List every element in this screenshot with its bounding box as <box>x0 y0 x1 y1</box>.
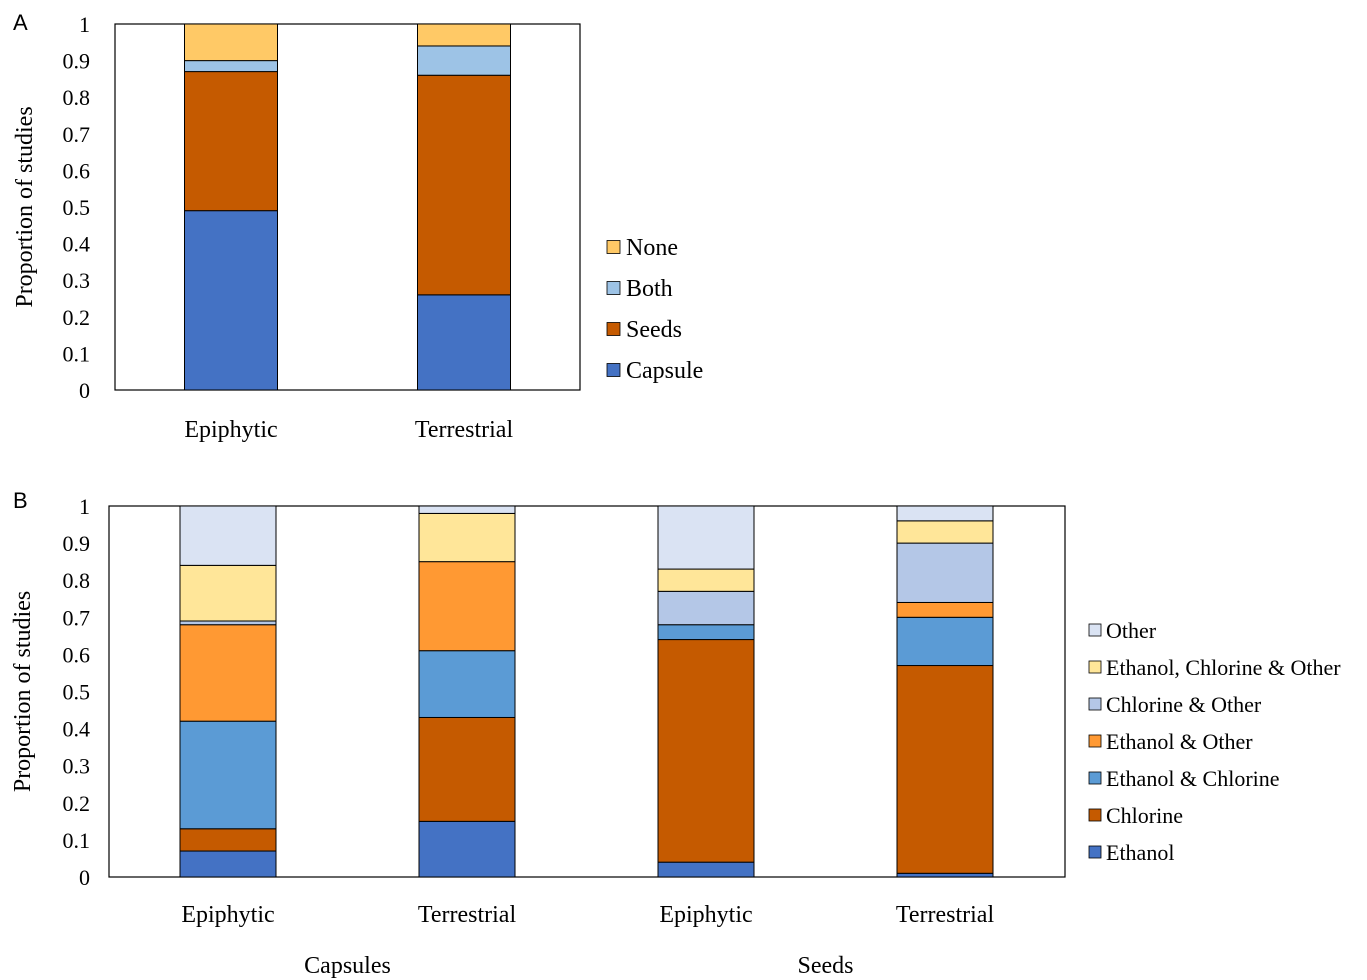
y-tick-label: 0.4 <box>63 717 91 742</box>
y-tick-label: 1 <box>79 494 90 519</box>
legend-label: Other <box>1106 618 1157 643</box>
bar-segment-chlorine-other <box>179 620 277 626</box>
bar-segment-chlorine-other <box>896 542 994 603</box>
bar-segment-ethanol-other <box>418 561 516 652</box>
legend-swatch <box>1088 623 1102 637</box>
x-category-label: Terrestrial <box>896 902 995 928</box>
y-tick-label: 0.1 <box>63 828 91 853</box>
y-tick-label: 0.6 <box>63 158 91 183</box>
y-tick-label: 0.2 <box>63 791 91 816</box>
bar-segment-seeds <box>184 71 278 212</box>
bar-segment-ethanol-other <box>179 624 277 722</box>
x-group-label: Capsules <box>304 953 391 979</box>
bar-segment-ethanol-chlorine-other <box>179 564 277 622</box>
legend-label: Chlorine <box>1106 803 1183 828</box>
bar-segment-capsule <box>417 294 511 391</box>
legend-label: Seeds <box>626 317 682 343</box>
y-tick-label: 0 <box>79 378 90 403</box>
legend-swatch <box>606 363 621 377</box>
y-tick-label: 0.2 <box>63 305 91 330</box>
x-group-label: Seeds <box>798 953 854 979</box>
legend-swatch <box>606 281 621 295</box>
legend-label: Capsule <box>626 358 703 384</box>
x-category-label: Terrestrial <box>415 417 514 443</box>
bar-segment-chlorine <box>179 828 277 852</box>
legend-swatch <box>1088 771 1102 785</box>
legend-swatch <box>606 240 621 254</box>
bar-segment-ethanol-chlorine <box>896 616 994 667</box>
y-axis-label: Proportion of studies <box>10 591 36 792</box>
bar-segment-chlorine <box>896 665 994 874</box>
bar-segment-both <box>417 45 511 76</box>
legend-label: Ethanol & Chlorine <box>1106 766 1280 791</box>
y-axis-label: Proportion of studies <box>12 106 38 307</box>
y-tick-label: 0.6 <box>63 642 91 667</box>
bar-segment-ethanol-chlorine-other <box>657 568 755 592</box>
x-category-label: Epiphytic <box>181 902 274 928</box>
legend-label: Ethanol <box>1106 840 1174 865</box>
panel-b: B 0 0.1 0.2 0.3 0.4 0.5 0.6 0.7 0.8 0.9 1 Proportion… <box>10 488 1341 979</box>
y-tick-label: 0.4 <box>63 232 91 257</box>
y-tick-label: 0.5 <box>63 195 91 220</box>
panel-a: A 0 0.1 0.2 0.3 0.4 0.5 0.6 0.7 0.8 0.9 1 Proportion… <box>12 10 703 443</box>
bar-segment-ethanol <box>418 820 516 878</box>
bar-segment-capsule <box>184 210 278 391</box>
panel-label: A <box>13 10 28 35</box>
bar-segment-ethanol-chlorine <box>179 720 277 830</box>
y-tick-label: 0.9 <box>63 531 91 556</box>
bar-segment-chlorine <box>657 639 755 863</box>
bar-segment-other <box>179 505 277 566</box>
bar-segment-none <box>184 23 278 62</box>
y-tick-label: 0.3 <box>63 268 91 293</box>
bar-segment-ethanol-chlorine-other <box>896 520 994 544</box>
bar-segment-other <box>896 505 994 522</box>
bar-segment-ethanol-chlorine <box>418 650 516 718</box>
legend-label: Ethanol & Other <box>1106 729 1253 754</box>
bar-segment-ethanol-other <box>896 601 994 618</box>
legend-swatch <box>1088 808 1102 822</box>
bar-segment-ethanol-chlorine <box>657 624 755 641</box>
bar-segment-both <box>184 60 278 73</box>
y-tick-label: 0 <box>79 865 90 890</box>
y-tick-label: 0.1 <box>63 341 91 366</box>
legend-label: Chlorine & Other <box>1106 692 1262 717</box>
y-tick-label: 0.8 <box>63 568 91 593</box>
bar-segment-ethanol-chlorine-other <box>418 512 516 563</box>
y-tick-label: 0.3 <box>63 754 91 779</box>
y-tick-label: 0.8 <box>63 85 91 110</box>
legend-swatch <box>1088 697 1102 711</box>
legend-label: Ethanol, Chlorine & Other <box>1106 655 1341 680</box>
bar-segment-none <box>417 23 511 47</box>
bar-segment-other <box>418 505 516 514</box>
bar-segment-other <box>657 505 755 570</box>
x-category-label: Terrestrial <box>418 902 517 928</box>
legend-swatch <box>606 322 621 336</box>
legend-swatch <box>1088 845 1102 859</box>
legend: Other Ethanol, Chlorine & Other Chlorine &… <box>1088 618 1341 865</box>
y-tick-label: 0.7 <box>63 605 91 630</box>
legend-label: Both <box>626 276 673 302</box>
x-category-label: Epiphytic <box>184 417 277 443</box>
x-category-label: Epiphytic <box>659 902 752 928</box>
bar-segment-ethanol <box>896 872 994 878</box>
y-tick-label: 1 <box>79 12 90 37</box>
bar-segment-chlorine <box>418 716 516 822</box>
bar-segment-ethanol <box>657 861 755 878</box>
y-tick-label: 0.7 <box>63 122 91 147</box>
legend-swatch <box>1088 734 1102 748</box>
y-tick-label: 0.9 <box>63 49 91 74</box>
y-tick-label: 0.5 <box>63 680 91 705</box>
panel-label: B <box>13 488 28 513</box>
legend-swatch <box>1088 660 1102 674</box>
legend: None Both Seeds Capsule <box>606 235 703 384</box>
bar-segment-chlorine-other <box>657 590 755 626</box>
bar-segment-ethanol <box>179 850 277 878</box>
bar-segment-seeds <box>417 74 511 296</box>
legend-label: None <box>626 235 678 261</box>
